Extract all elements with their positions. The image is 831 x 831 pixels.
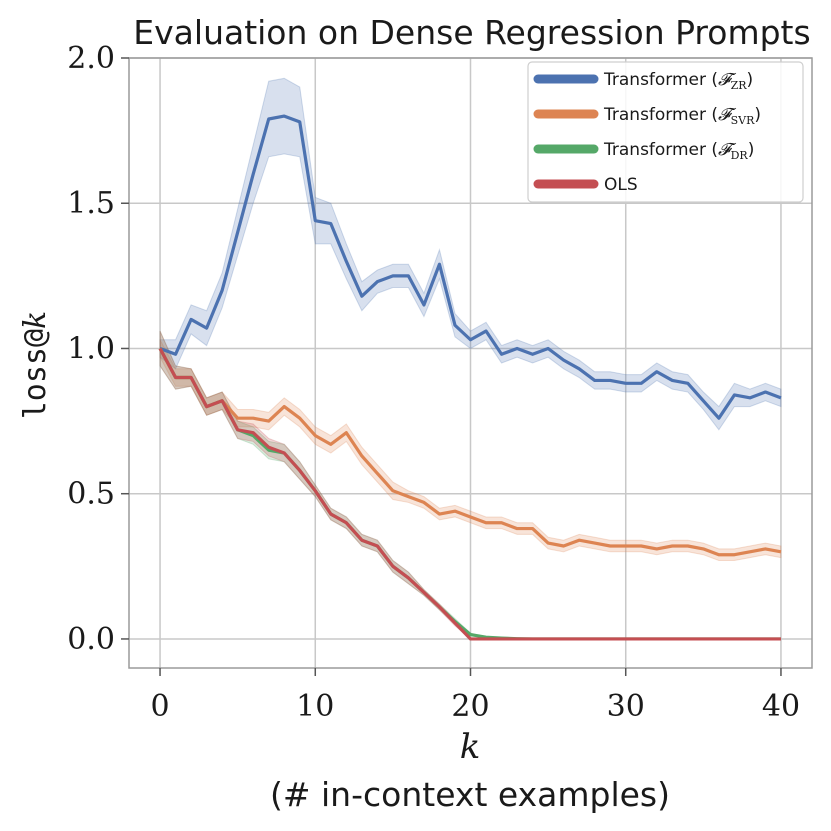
y-axis-label-variable: k [18, 311, 53, 329]
chart-title: Evaluation on Dense Regression Prompts [133, 13, 810, 52]
x-tick-label: 10 [296, 689, 334, 724]
y-tick-label: 1.0 [67, 331, 115, 366]
y-axis-label: loss@k [18, 311, 53, 420]
legend-label: Transformer (𝓕DR) [603, 140, 754, 162]
x-tick-label: 0 [150, 689, 169, 724]
x-axis-label: k (# in-context examples) [270, 727, 670, 814]
x-tick-label: 20 [451, 689, 489, 724]
legend-entry[interactable]: Transformer (𝓕DR) [533, 140, 754, 162]
series-line [158, 347, 782, 557]
series-line [159, 114, 782, 420]
legend-entry[interactable]: OLS [533, 175, 638, 195]
legend-label: OLS [604, 175, 638, 195]
y-tick-label: 0.0 [67, 622, 115, 657]
y-tick-label: 1.5 [67, 186, 115, 221]
axis-ticks: 0 10 20 30 40 0.0 0.5 1.0 1.5 2.0 [67, 41, 800, 724]
y-axis-label-mono: loss@ [18, 329, 53, 419]
x-tick-label: 30 [607, 689, 645, 724]
x-axis-label-subtitle: (# in-context examples) [270, 775, 670, 814]
y-tick-label: 2.0 [67, 41, 115, 76]
x-tick-label: 40 [762, 689, 800, 724]
y-tick-label: 0.5 [67, 477, 115, 512]
legend[interactable]: Transformer (𝓕ZR)Transformer (𝓕SVR)Trans… [527, 61, 804, 203]
series-line [158, 347, 781, 641]
series-lines [158, 114, 782, 641]
x-axis-label-variable: k [460, 727, 481, 767]
svg-text:loss@k: loss@k [18, 311, 53, 420]
series-band [159, 77, 782, 431]
legend-frame [527, 61, 804, 203]
